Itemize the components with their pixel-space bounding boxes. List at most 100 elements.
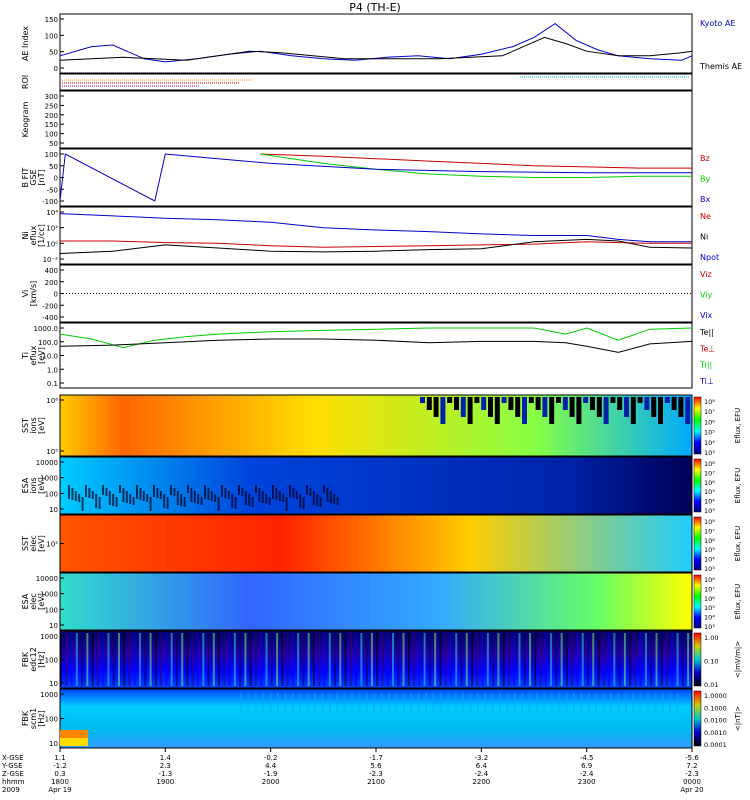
fbk-edc-stripe: [534, 633, 537, 686]
fbk-edc-stripe: [392, 633, 395, 686]
fbk-edc-stripe: [428, 633, 431, 686]
esa-ion-noise-mark: [272, 485, 274, 499]
esa-ion-noise-mark: [268, 497, 271, 505]
sst_e-colorbar-tick: 10⁸: [704, 518, 715, 526]
sst_e-colorbar-label: Eflux, EFU: [734, 526, 742, 561]
fbk-scm-stripe: [669, 693, 672, 713]
fbk-edc-stripe: [502, 633, 505, 686]
fbk-scm-stripe: [639, 693, 642, 713]
vi-legend-Viy: Viy: [700, 291, 713, 300]
esa-ion-noise-mark: [197, 494, 200, 504]
xaxis-column-value: 2300: [578, 778, 596, 786]
sst-ion-dropout-mark: [447, 397, 453, 403]
fbk-edc-stripe: [539, 633, 542, 686]
vi-tick-label: 200: [45, 279, 58, 287]
fbk-scm-stripe: [432, 693, 435, 713]
fbk-edc-stripe: [407, 633, 410, 686]
ni-tick-label: 10²: [46, 225, 58, 233]
xaxis-column-value: 1.4: [160, 754, 172, 762]
fbk-scm-stripe: [299, 693, 302, 713]
sst_e-ylabel: SSTelec[eV]: [21, 535, 46, 552]
esa-ion-noise-mark: [306, 485, 308, 495]
fbk-scm-stripe: [417, 693, 420, 713]
fbk-scm-stripe: [328, 693, 331, 713]
fbk-scm-stripe: [439, 693, 442, 713]
esa-ion-noise-mark: [102, 485, 104, 495]
esa_e-colorbar-tick: 10⁵: [704, 604, 715, 612]
fbk-edc-stripe: [186, 633, 189, 686]
fbk-scm-stripe: [306, 693, 309, 713]
fbk-edc-stripe: [112, 633, 115, 686]
xaxis-column-value: 6.4: [476, 762, 488, 770]
esa-ion-noise-mark: [159, 491, 162, 499]
fbk-edc-stripe: [423, 633, 426, 686]
fbk-edc-stripe: [576, 633, 579, 686]
xaxis-column-value: -4.5: [580, 754, 594, 762]
fbk1-colorbar-label: <|mV/m|>: [734, 641, 742, 678]
bfit-tick-label: 50: [49, 163, 58, 171]
esa-ion-noise-mark: [115, 497, 118, 507]
esa-ion-noise-mark: [241, 488, 244, 496]
fbk-edc-stripe: [507, 633, 510, 686]
sst-ion-dropout-mark: [481, 397, 487, 410]
keogram-tick-label: 200: [45, 112, 58, 120]
sst_i-colorbar-tick: 10⁵: [704, 429, 715, 437]
ti-tick-label: 0.1: [47, 380, 58, 388]
fbk-edc-stripe: [249, 633, 252, 686]
series-ne-line: [60, 240, 692, 248]
ti-legend-Ti||: Ti||: [699, 361, 712, 370]
sst_i-spectrogram: [60, 395, 692, 456]
esa_i-colorbar-tick: 10⁸: [704, 460, 715, 468]
fbk-edc-stripe: [96, 633, 99, 686]
esa_i-colorbar-tick: 10⁴: [704, 498, 715, 506]
roi-frame: [59, 73, 693, 91]
xaxis-column-value: -0.2: [264, 754, 278, 762]
esa_i-tick-label: 100: [45, 490, 58, 498]
ti-ylabel-line: Ti: [21, 352, 30, 360]
esa_i-colorbar-tick: 10³: [704, 507, 715, 515]
fbk2-ylabel-line: scm1: [29, 708, 38, 729]
esa-ion-noise-mark: [180, 494, 183, 506]
esa_i-colorbar-label: Eflux, EFU: [734, 468, 742, 503]
fbk-scm-stripe: [499, 693, 501, 713]
esa-ion-noise-mark: [289, 485, 291, 497]
ni-ylabel: Nieflux[1/cc]: [21, 224, 46, 247]
sst_i-colorbar: [693, 396, 702, 455]
esa-ion-noise-mark: [319, 497, 322, 507]
bfit-tick-label: 100: [45, 151, 58, 159]
ae-tick-label: 0: [54, 65, 58, 73]
fbk-edc-stripe: [544, 633, 547, 686]
esa-ion-noise-mark: [119, 485, 121, 493]
series-by-line: [260, 153, 692, 178]
xaxis-column-value: 5.6: [370, 762, 382, 770]
esa_e-ylabel-line: [eV]: [37, 593, 46, 610]
fbk-edc-stripe: [660, 633, 663, 686]
fbk2-spectrogram: [60, 689, 692, 748]
esa_i-ylabel-line: [eV]: [37, 477, 46, 494]
fbk-edc-stripe: [181, 633, 184, 686]
sst_i-colorbar-tick: 10³: [704, 449, 715, 457]
fbk-edc-stripe: [165, 633, 168, 686]
fbk2-tick-label: 100: [45, 716, 58, 724]
sst-ion-dropout-mark: [488, 397, 493, 417]
fbk-edc-stripe: [244, 633, 247, 686]
fbk-edc-stripe: [107, 633, 110, 686]
ti-tick-label: 1.0: [47, 366, 58, 374]
esa-ion-noise-mark: [78, 494, 81, 502]
fbk-edc-stripe: [608, 633, 611, 686]
keogram-tick-label: 100: [45, 131, 58, 139]
ae-legend-Kyoto AE: Kyoto AE: [700, 19, 735, 28]
fbk-edc-stripe: [550, 633, 553, 686]
sst_i-colorbar-tick: 10⁶: [704, 418, 715, 426]
fbk-edc-stripe: [218, 633, 221, 686]
fbk-edc-stripe: [565, 633, 568, 686]
fbk1-tick-label: 100: [45, 657, 58, 665]
esa_e-spectrogram: [60, 573, 692, 630]
fbk-edc-stripe: [149, 633, 152, 686]
sst_e-tick-label: 10⁵: [46, 541, 58, 549]
esa-ion-noise-mark: [210, 491, 213, 501]
ti-legend-Te||: Te||: [699, 328, 714, 337]
sst-ion-dropout-mark: [658, 397, 663, 424]
sst_e-colorbar-tick: 10⁵: [704, 546, 715, 554]
fbk-edc-stripe: [444, 633, 447, 686]
